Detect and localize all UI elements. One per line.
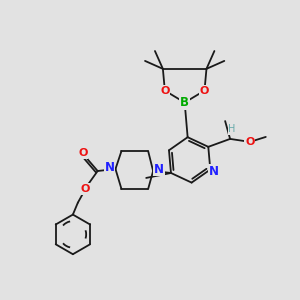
Text: N: N: [154, 163, 164, 176]
Text: O: O: [78, 148, 88, 158]
Text: N: N: [209, 165, 219, 178]
Text: O: O: [200, 85, 209, 96]
Text: O: O: [245, 137, 255, 147]
Text: H: H: [228, 124, 236, 134]
Text: N: N: [104, 160, 115, 173]
Text: O: O: [80, 184, 89, 194]
Text: B: B: [180, 96, 189, 109]
Text: O: O: [160, 85, 170, 96]
